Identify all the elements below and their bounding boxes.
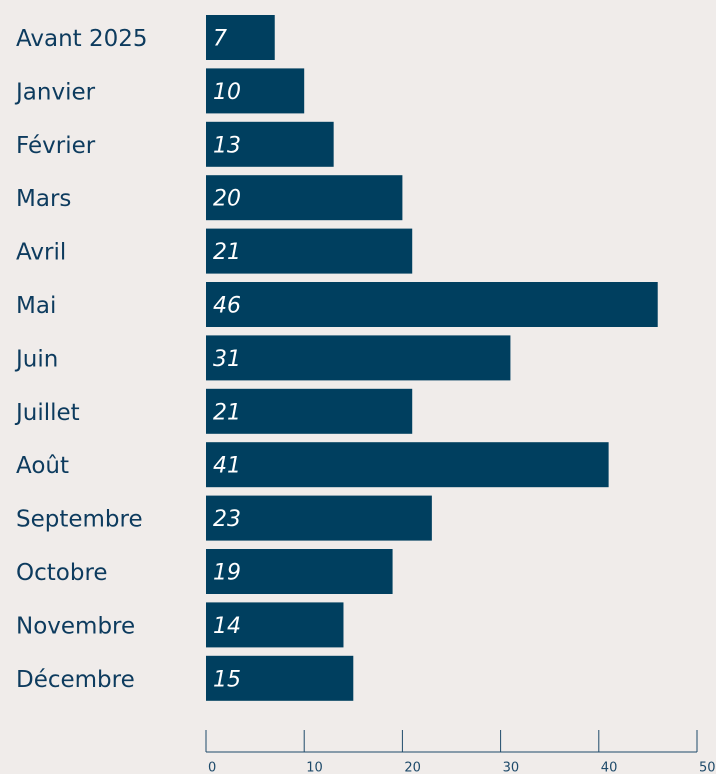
bar (206, 282, 658, 327)
category-label: Mars (16, 186, 71, 212)
value-label: 23 (213, 507, 241, 532)
category-label: Mai (16, 293, 56, 319)
category-label: Janvier (14, 79, 96, 105)
bar (206, 335, 511, 381)
value-label: 10 (213, 80, 241, 105)
value-label: 7 (213, 27, 227, 52)
value-label: 15 (213, 667, 241, 692)
bar (206, 655, 354, 701)
value-label: 41 (213, 454, 241, 479)
bar (206, 15, 275, 60)
value-label: 20 (213, 187, 241, 212)
category-label: Avant 2025 (16, 26, 148, 52)
bar (206, 388, 413, 434)
bar (206, 442, 609, 488)
category-label: Juin (14, 346, 58, 372)
category-label: Août (16, 453, 69, 479)
bar (206, 68, 305, 114)
category-label: Novembre (16, 613, 135, 639)
bar (206, 495, 432, 541)
bar (206, 121, 334, 167)
x-tick-label: 20 (404, 761, 421, 774)
bar (206, 602, 344, 648)
category-label: Septembre (16, 507, 143, 533)
category-label: Avril (16, 240, 66, 266)
bar (206, 175, 403, 221)
x-tick-label: 30 (503, 761, 520, 774)
value-label: 19 (213, 561, 241, 586)
x-tick-label: 0 (208, 761, 216, 774)
bar (206, 549, 393, 594)
value-label: 46 (213, 294, 241, 319)
x-tick-label: 40 (601, 761, 618, 774)
category-label: Octobre (16, 560, 108, 586)
category-label: Février (16, 133, 96, 159)
value-label: 21 (213, 240, 241, 265)
value-label: 31 (213, 347, 241, 372)
bar (206, 228, 413, 274)
x-tick-label: 50 (699, 761, 716, 774)
value-label: 14 (213, 614, 241, 639)
category-label: Décembre (16, 667, 135, 693)
x-tick-label: 10 (306, 761, 323, 774)
category-label: Juillet (14, 400, 80, 426)
value-label: 13 (213, 133, 241, 158)
value-label: 21 (213, 400, 241, 425)
